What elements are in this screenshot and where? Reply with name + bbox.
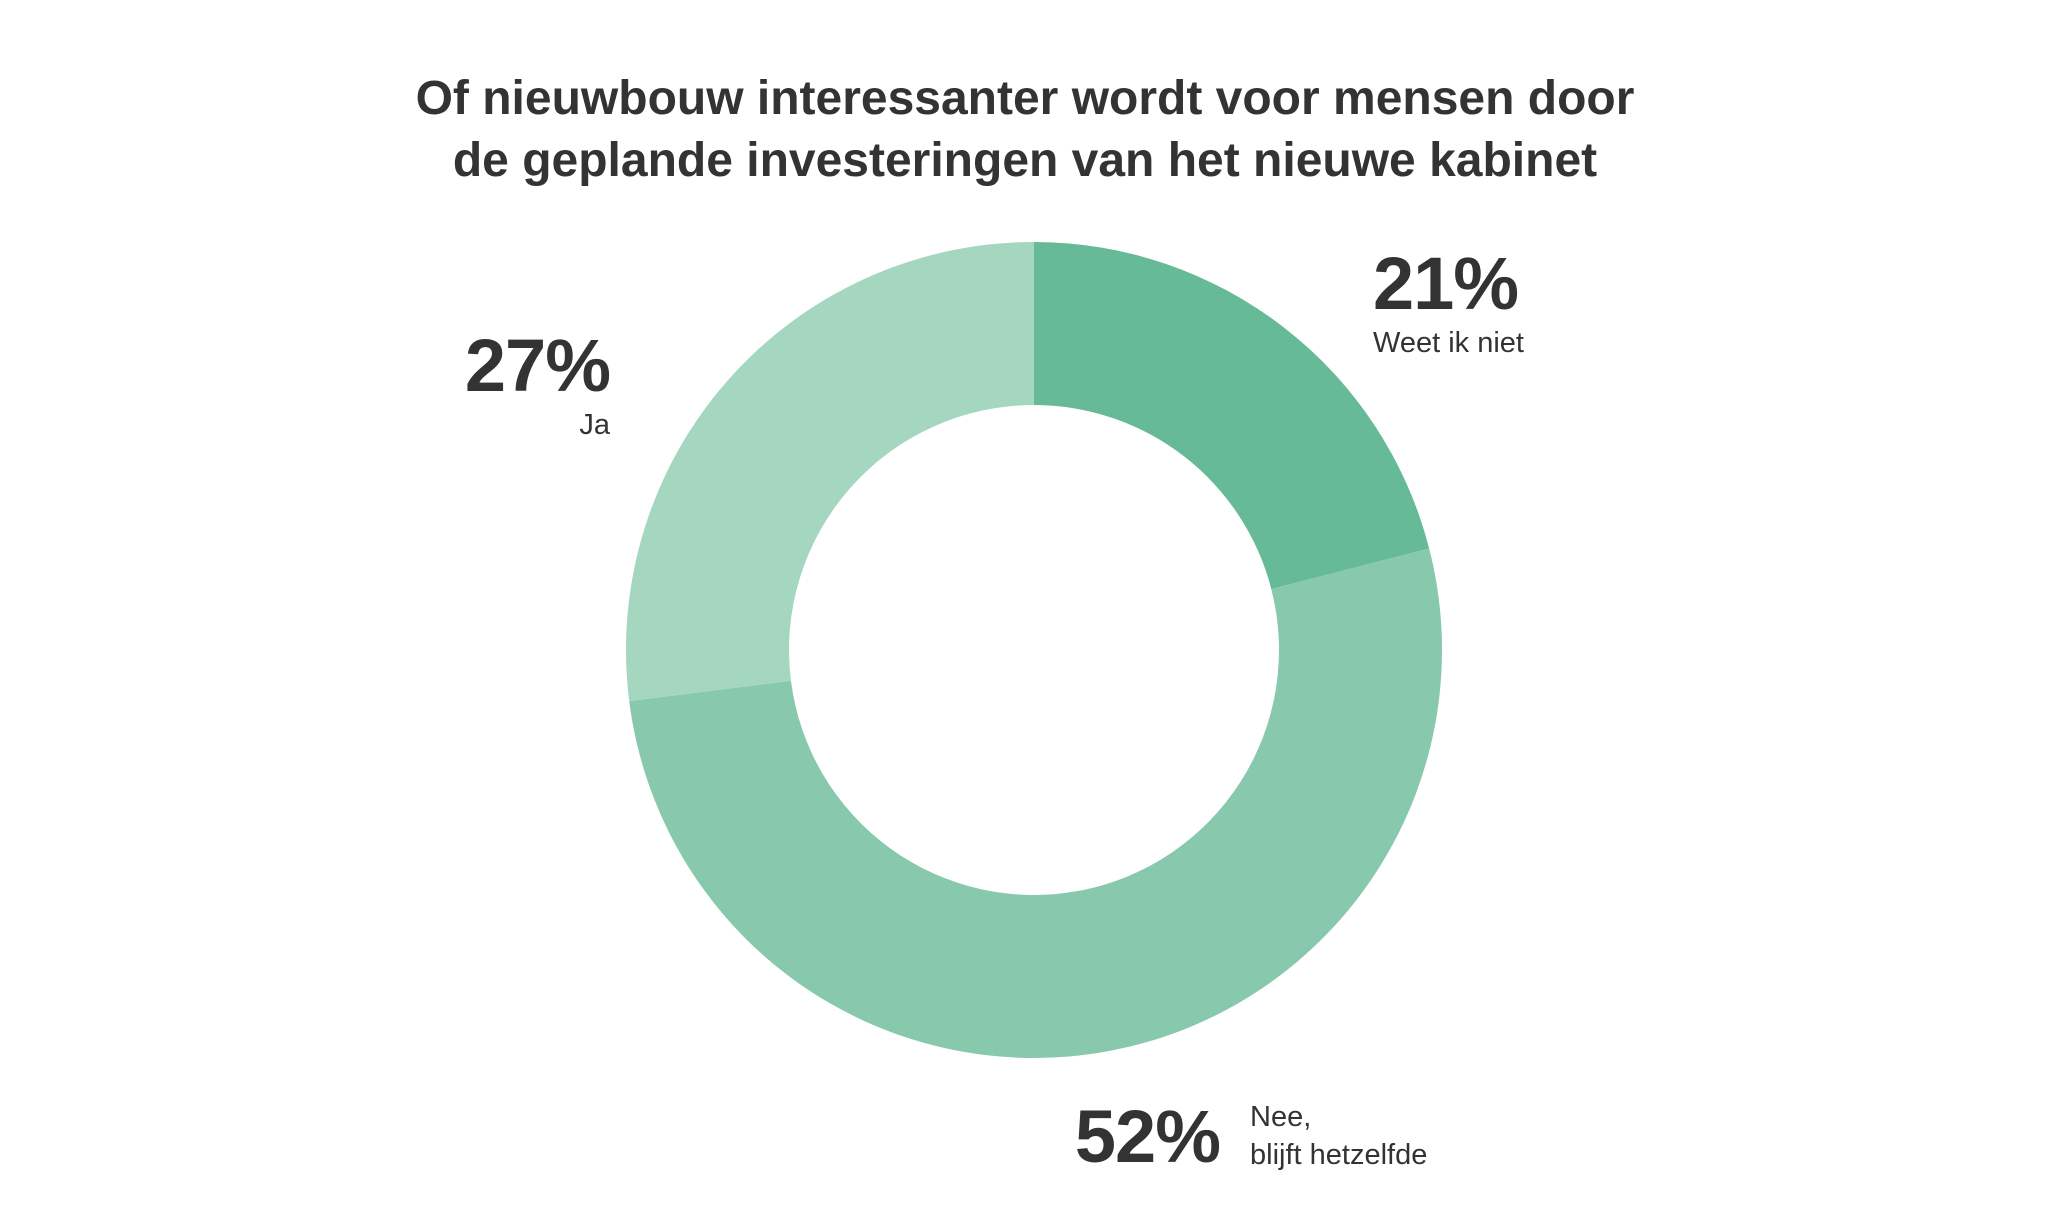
slice-value-label-nee: 52% [1074,1095,1221,1178]
slice-category-label: Weet ik niet [1373,327,1524,359]
slice-category-label: Ja [579,409,610,441]
slice-value-label: 21% [1373,242,1519,325]
slice-category-label-line-1: Nee, [1250,1101,1312,1133]
donut-slices [626,242,1443,1059]
slice-label-weet-ik-niet: 21% Weet ik niet [1373,244,1524,362]
slice-value-label: 27% [464,324,611,407]
slice-category-label-nee: Nee, blijft hetzelfde [1250,1098,1550,1174]
slice-category-label-line-2: blijft hetzelfde [1250,1139,1428,1171]
chart-title-line-2: de geplande investeringen van het nieuwe… [452,134,1598,187]
donut-slice-nee-blijft-hetzelfde [629,548,1443,1059]
donut-slice-weet-ik-niet [1034,242,1430,590]
slice-label-ja: 27% Ja [420,324,611,444]
chart-title-line-1: Of nieuwbouw interessanter wordt voor me… [415,72,1635,125]
chart-title: Of nieuwbouw interessanter wordt voor me… [0,68,2050,192]
donut-slice-ja [626,242,1034,702]
